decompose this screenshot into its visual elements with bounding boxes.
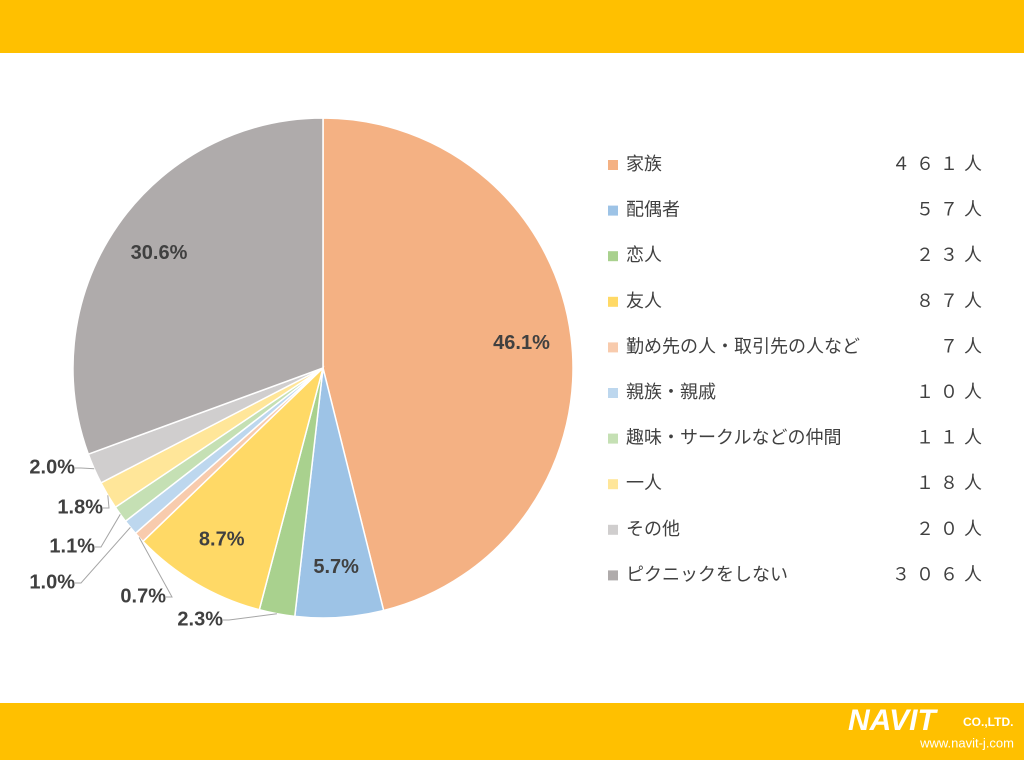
legend-label: その他: [626, 519, 680, 540]
data-label: 30.6%: [131, 242, 188, 264]
legend-count: １１人: [916, 428, 988, 449]
data-label: 2.0%: [29, 456, 75, 478]
data-label: 5.7%: [313, 556, 359, 578]
legend-count: ４６１人: [892, 154, 988, 175]
data-label: 1.8%: [57, 496, 103, 518]
leader-line: [223, 613, 277, 621]
legend-count: ８７人: [916, 291, 988, 312]
legend-marker: [608, 433, 618, 444]
legend-marker: [608, 205, 618, 216]
legend-marker: [608, 342, 618, 353]
legend-label: 趣味・サークルなどの仲間: [626, 428, 841, 449]
pie-slice: [141, 365, 325, 611]
data-label: 1.1%: [49, 535, 95, 557]
legend-marker: [608, 524, 618, 535]
legend-label: 友人: [626, 291, 662, 312]
logo-url: www.navit-j.com: [919, 735, 1014, 750]
legend-label: 一人: [626, 473, 662, 494]
legend-label: 勤め先の人・取引先の人など: [626, 336, 860, 357]
legend-label: 家族: [626, 154, 662, 175]
pie-slice: [72, 117, 324, 456]
data-label: 0.7%: [120, 585, 166, 607]
legend-count: ３０６人: [892, 564, 988, 585]
data-label: 46.1%: [493, 332, 550, 354]
legend-marker: [608, 570, 618, 581]
pie-slice: [322, 117, 574, 612]
logo: NAVIT: [848, 704, 938, 737]
leader-line: [103, 495, 110, 509]
legend-count: ７人: [940, 336, 988, 357]
leader-line: [138, 537, 173, 598]
legend-marker: [608, 160, 618, 170]
legend-label: 親族・親戚: [626, 382, 716, 403]
top-bar: [0, 0, 1024, 53]
legend-marker: [608, 296, 618, 307]
logo-company: CO.,LTD.: [963, 715, 1013, 729]
legend-count: ２３人: [916, 245, 988, 266]
data-label: 1.0%: [29, 571, 75, 593]
data-label: 8.7%: [199, 529, 245, 551]
legend-count: １８人: [916, 473, 988, 494]
legend-label: 恋人: [626, 244, 662, 266]
legend-marker: [608, 388, 618, 398]
legend-label: ピクニックをしない: [626, 564, 788, 585]
legend-marker: [608, 251, 618, 262]
data-label: 2.3%: [177, 608, 223, 630]
leader-line: [75, 527, 131, 584]
legend-marker: [608, 479, 618, 490]
bottom-bar: [0, 703, 1024, 760]
legend-count: ５７人: [916, 200, 988, 221]
leader-line: [75, 467, 95, 470]
legend-label: 配偶者: [626, 200, 680, 221]
legend-count: ２０人: [916, 519, 988, 540]
leader-line: [95, 514, 121, 548]
legend-count: １０人: [916, 382, 988, 403]
